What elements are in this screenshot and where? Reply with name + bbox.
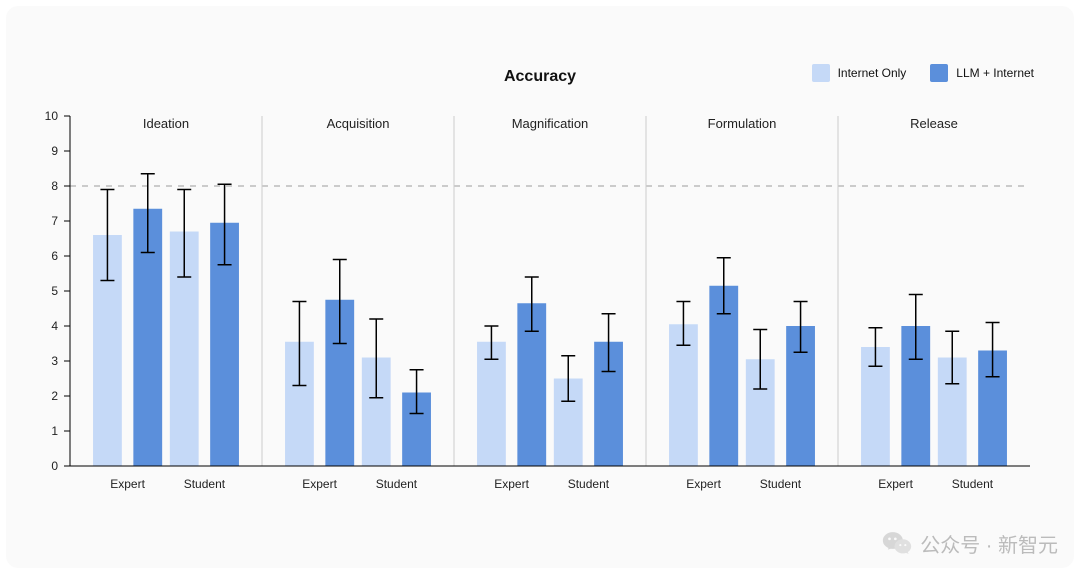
svg-text:Release: Release (910, 116, 958, 131)
svg-text:2: 2 (51, 389, 58, 403)
legend-swatch-b (930, 64, 948, 82)
svg-text:Expert: Expert (110, 477, 145, 491)
svg-text:0: 0 (51, 459, 58, 473)
svg-text:Student: Student (376, 477, 418, 491)
svg-text:Student: Student (952, 477, 994, 491)
svg-text:Student: Student (568, 477, 610, 491)
svg-text:3: 3 (51, 354, 58, 368)
chart-card: Accuracy Internet Only LLM + Internet 01… (6, 6, 1074, 568)
svg-text:Acquisition: Acquisition (327, 116, 390, 131)
svg-text:8: 8 (51, 179, 58, 193)
chart-svg: 012345678910IdeationExpertStudentAcquisi… (70, 116, 1030, 466)
svg-text:5: 5 (51, 284, 58, 298)
legend-item-llm-internet: LLM + Internet (930, 64, 1034, 82)
svg-text:4: 4 (51, 319, 58, 333)
svg-text:Student: Student (184, 477, 226, 491)
watermark-text: 公众号 · 新智元 (920, 529, 1058, 558)
svg-text:Expert: Expert (878, 477, 913, 491)
svg-text:Student: Student (760, 477, 802, 491)
svg-text:9: 9 (51, 144, 58, 158)
svg-text:10: 10 (45, 109, 59, 123)
legend-swatch-a (812, 64, 830, 82)
svg-text:Expert: Expert (686, 477, 721, 491)
legend-label-a: Internet Only (838, 66, 907, 80)
svg-text:Ideation: Ideation (143, 116, 189, 131)
legend: Internet Only LLM + Internet (812, 64, 1034, 82)
watermark: 公众号 · 新智元 (882, 528, 1058, 558)
svg-text:1: 1 (51, 424, 58, 438)
plot-area: 012345678910IdeationExpertStudentAcquisi… (70, 116, 1030, 466)
svg-text:6: 6 (51, 249, 58, 263)
svg-text:Expert: Expert (494, 477, 529, 491)
svg-text:Magnification: Magnification (512, 116, 589, 131)
svg-text:7: 7 (51, 214, 58, 228)
legend-label-b: LLM + Internet (956, 66, 1034, 80)
svg-text:Expert: Expert (302, 477, 337, 491)
svg-text:Formulation: Formulation (708, 116, 777, 131)
legend-item-internet-only: Internet Only (812, 64, 907, 82)
wechat-icon (882, 528, 912, 558)
